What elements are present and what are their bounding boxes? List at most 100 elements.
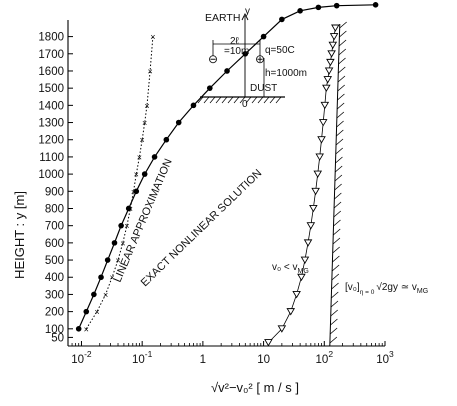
x-tick-base: 10 <box>376 354 389 366</box>
y-tick-label: 1300 <box>38 118 64 130</box>
x-tick-exponent: -2 <box>84 349 92 359</box>
linear-approximation-point: × <box>144 101 149 111</box>
y-tick-label: 1800 <box>38 32 64 44</box>
linear-approximation-point: × <box>147 66 152 76</box>
y-tick-label: 600 <box>45 238 64 250</box>
vmg-point <box>303 239 313 247</box>
inset-plus-symbol: ⊕ <box>255 52 265 66</box>
x-tick-label: 10 <box>257 354 270 366</box>
boundary-hatch <box>334 183 342 191</box>
linear-approximation-point: × <box>110 273 115 283</box>
y-tick-label: 1100 <box>39 152 64 164</box>
chart-series: ×××××××××××××××× <box>75 1 379 347</box>
x-tick-label: 102 <box>316 349 334 366</box>
boundary-hatch <box>329 336 338 344</box>
boundary-hatch <box>339 21 347 29</box>
formula-rhs: √2gy ≃ v <box>376 281 417 293</box>
v0-less-text: v₀ < v <box>272 262 298 273</box>
x-tick-exponent: -1 <box>145 349 153 359</box>
y-tick-label: 300 <box>45 289 64 301</box>
linear-approximation-point: × <box>140 135 145 145</box>
inset-dust-label: DUST <box>250 83 277 94</box>
y-tick-label: 50 <box>51 332 64 344</box>
exact-solution-point <box>104 257 111 263</box>
boundary-hatch <box>333 219 341 227</box>
inset-ground-hatch <box>227 96 234 104</box>
x-tick-label: 10-1 <box>132 349 153 366</box>
vmg-point <box>318 119 328 127</box>
linear-approximation-point: × <box>103 290 108 300</box>
exact-solution-point <box>206 85 213 91</box>
boundary-hatch <box>332 255 340 263</box>
y-tick-label: 400 <box>45 272 64 284</box>
chart-axes: 5010020030040050060070080090010001100120… <box>38 20 394 366</box>
exact-solution-point <box>75 326 82 332</box>
inset-ground-hatch <box>251 96 258 104</box>
inset-ground-hatch <box>197 96 204 104</box>
inset-ground-hatch <box>215 96 222 104</box>
inset-2l-label: 2ℓ <box>230 36 240 47</box>
boundary-hatch <box>336 102 345 110</box>
x-tick-label: 103 <box>376 349 394 366</box>
boundary-hatch <box>336 111 345 119</box>
inset-ground-hatch <box>257 96 264 104</box>
boundary-hatch <box>333 201 342 209</box>
exact-solution-point <box>125 205 132 212</box>
exact-solution-point <box>118 222 124 229</box>
exact-solution-point <box>163 136 170 143</box>
vmg-point <box>317 136 326 144</box>
inset-ground-hatch <box>239 96 246 104</box>
vmg-point <box>328 41 338 50</box>
boundary-hatch <box>335 138 344 146</box>
boundary-hatch <box>330 300 339 308</box>
linear-approximation-point: × <box>131 187 136 197</box>
boundary-hatch <box>334 165 343 173</box>
vmg-point <box>315 153 324 161</box>
vmg-point <box>277 325 287 333</box>
dust-earth-inset-diagram <box>197 12 285 104</box>
y-tick-label: 1600 <box>38 66 64 78</box>
inset-ground-hatch <box>269 96 276 104</box>
boundary-hatch <box>331 291 339 299</box>
y-tick-label: 800 <box>45 203 64 215</box>
x-tick-base: 1 <box>200 354 206 366</box>
linear-approximation-point: × <box>124 221 129 231</box>
y-tick-label: 1000 <box>38 169 64 181</box>
vmg-point <box>329 33 339 41</box>
vmg-point <box>297 273 306 282</box>
boundary-hatch <box>339 30 347 38</box>
linear-approximation-point: × <box>142 118 147 128</box>
inset-ground-hatch <box>275 96 282 104</box>
vmg-point <box>286 308 296 316</box>
x-tick-label: 1 <box>200 354 206 366</box>
boundary-hatch <box>335 156 343 164</box>
exact-solution-point <box>151 154 158 160</box>
inset-ground-hatch <box>245 96 252 104</box>
y-tick-label: 1500 <box>38 83 64 95</box>
linear-approximation-point: × <box>84 324 89 334</box>
linear-approximation-point: × <box>115 256 120 266</box>
exact-solution-point <box>315 4 322 11</box>
linear-approximation-point: × <box>120 238 125 248</box>
vmg-point <box>311 187 320 196</box>
linear-approximation-point: × <box>94 307 99 317</box>
linear-approximation-point: × <box>150 32 155 42</box>
boundary-hatch <box>337 93 345 101</box>
v0-less-sub: MG <box>298 268 309 275</box>
boundary-line <box>329 23 341 347</box>
x-tick-base: 10 <box>257 354 270 366</box>
y-tick-label: 1200 <box>38 135 64 147</box>
inset-10m-label: =10m <box>224 46 249 57</box>
vmg-point <box>309 205 318 213</box>
y-tick-label: 100 <box>45 324 64 336</box>
x-tick-base: 10 <box>316 354 329 366</box>
inset-y-label: y <box>245 6 250 17</box>
vmg-point <box>326 58 335 67</box>
boundary-hatch <box>332 228 341 236</box>
boundary-hatch <box>331 282 339 290</box>
exact-solution-point <box>98 274 104 281</box>
inset-height-label: h=1000m <box>265 68 307 79</box>
y-tick-label: 1700 <box>38 49 64 61</box>
x-tick-base: 10 <box>132 354 145 366</box>
